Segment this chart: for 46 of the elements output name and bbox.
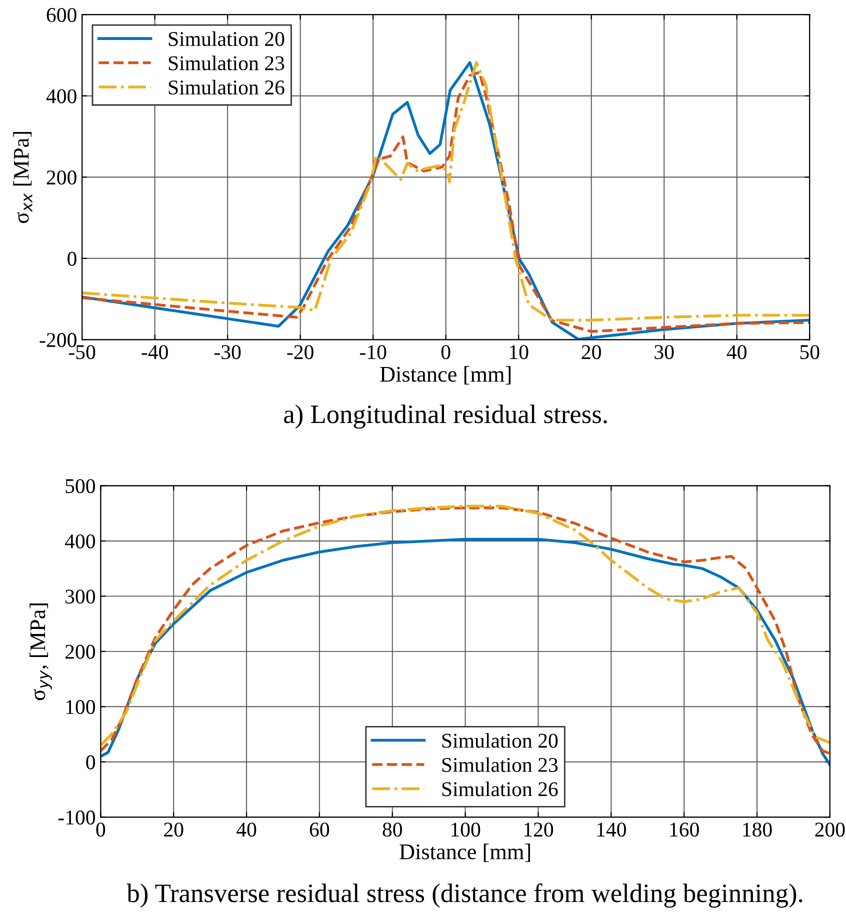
x-axis-title: Distance [mm] <box>380 366 511 385</box>
x-tick-label: 20 <box>164 822 184 837</box>
x-tick-label: -50 <box>68 345 96 360</box>
x-tick-label: 50 <box>800 345 820 360</box>
x-tick-label: 80 <box>382 822 402 837</box>
legend-label: Simulation 23 <box>442 757 558 772</box>
x-tick-label: 40 <box>726 345 746 360</box>
y-tick-label: 400 <box>64 534 96 548</box>
x-tick-label: 60 <box>310 822 330 837</box>
x-tick-label: 10 <box>510 345 528 360</box>
y-tick-label: 200 <box>65 644 96 659</box>
x-tick-label: 20 <box>582 345 601 360</box>
x-tick-label: 200 <box>815 822 845 837</box>
legend-label: Simulation 23 <box>168 56 284 70</box>
text: a) Longitudinal residual stress. <box>284 404 607 429</box>
x-tick-label: 140 <box>597 822 626 837</box>
x-tick-label: 180 <box>743 822 772 837</box>
x-tick-label: 0 <box>96 822 106 837</box>
y-tick-label: 0 <box>68 252 76 266</box>
y-tick-label: -200 <box>40 333 76 348</box>
x-tick-label: -20 <box>287 345 314 360</box>
x-tick-label: 30 <box>654 345 674 360</box>
text: b) Transverse residual stress (distance from welding beginning). <box>126 883 802 908</box>
legend-label: Simulation 20 <box>442 733 558 748</box>
x-tick-label: -30 <box>214 345 241 360</box>
y-tick-label: 0 <box>86 755 96 770</box>
y-tick-label: 500 <box>66 479 96 494</box>
y-axis-title: σ$_{yy}$, [MPa] <box>30 604 52 700</box>
y-tick-label: 300 <box>66 590 96 604</box>
x-tick-label: 100 <box>452 822 480 837</box>
x-tick-label: -10 <box>360 345 386 360</box>
x-axis-title: Distance [mm] <box>400 844 530 862</box>
x-tick-label: 120 <box>524 822 554 837</box>
legend-label: Simulation 20 <box>168 31 284 46</box>
x-tick-label: 0 <box>441 345 450 360</box>
legend-label: Simulation 26 <box>168 80 284 95</box>
y-tick-label: 600 <box>46 8 76 22</box>
y-axis-title: σ$_{xx}$ [MPa] <box>13 132 32 224</box>
x-tick-label: 160 <box>670 822 699 837</box>
x-tick-label: -40 <box>142 345 168 360</box>
y-tick-label: -100 <box>58 810 96 825</box>
y-tick-label: 100 <box>66 700 96 714</box>
y-tick-label: 200 <box>46 170 76 185</box>
x-tick-label: 40 <box>236 822 256 837</box>
legend-label: Simulation 26 <box>442 782 558 796</box>
y-tick-label: 400 <box>46 89 76 104</box>
